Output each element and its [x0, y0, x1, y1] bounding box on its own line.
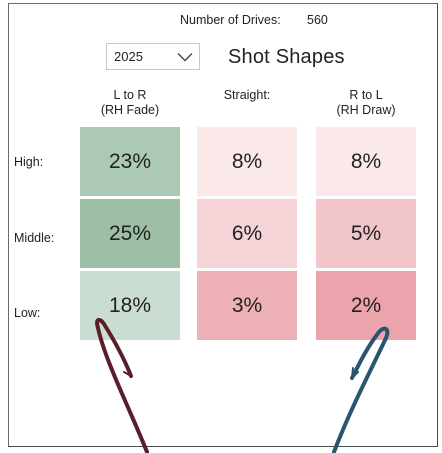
cell-high-draw[interactable]: 8% [316, 127, 416, 196]
cell-middle-fade[interactable]: 25% [80, 199, 180, 268]
chevron-down-icon [177, 52, 193, 61]
column-header-line: R to L [349, 88, 383, 102]
cell-high-fade[interactable]: 23% [80, 127, 180, 196]
drives-count-label: Number of Drives: [180, 13, 281, 27]
row-label-low: Low: [14, 306, 41, 320]
cell-high-straight[interactable]: 8% [197, 127, 297, 196]
column-header-fade: L to R (RH Fade) [80, 88, 180, 118]
cell-middle-draw[interactable]: 5% [316, 199, 416, 268]
row-label-high: High: [14, 155, 44, 169]
drives-count-value: 560 [307, 13, 328, 27]
column-header-straight: Straight: [197, 88, 297, 103]
column-header-line: (RH Fade) [100, 103, 160, 117]
year-dropdown-value: 2025 [114, 49, 143, 64]
column-header-line: L to R [113, 88, 147, 102]
cell-low-draw[interactable]: 2% [316, 271, 416, 340]
column-header-line: (RH Draw) [336, 103, 396, 117]
page-title: Shot Shapes [228, 46, 345, 68]
row-label-middle: Middle: [14, 231, 55, 245]
cell-low-fade[interactable]: 18% [80, 271, 180, 340]
column-header-draw: R to L (RH Draw) [316, 88, 416, 118]
cell-low-straight[interactable]: 3% [197, 271, 297, 340]
year-dropdown[interactable]: 2025 [106, 43, 200, 70]
cell-middle-straight[interactable]: 6% [197, 199, 297, 268]
column-header-line: Straight: [223, 88, 271, 102]
